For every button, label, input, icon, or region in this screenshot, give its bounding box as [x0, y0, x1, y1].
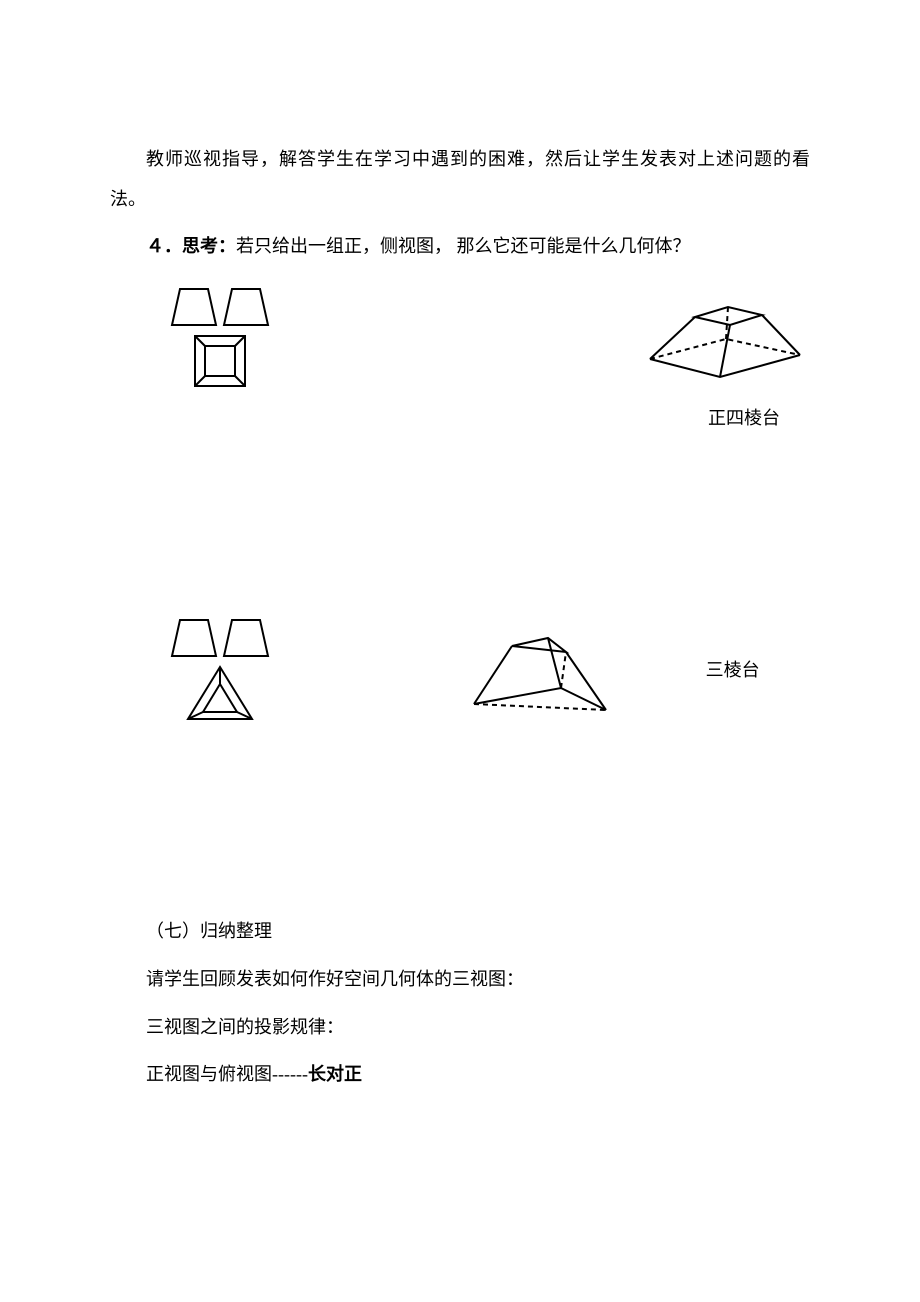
item-4: ４．思考：若只给出一组正，侧视图， 那么它还可能是什么几何体？ — [110, 227, 810, 267]
solid-tri-frustum-icon — [466, 626, 616, 716]
item-4-text: 若只给出一组正，侧视图， 那么它还可能是什么几何体？ — [236, 236, 691, 256]
solid-quad-frustum-icon — [640, 299, 810, 379]
rule-1-b: 长对正 — [308, 1064, 362, 1084]
caption-frustum3: 三棱台 — [706, 651, 760, 691]
para-7b: 三视图之间的投影规律： — [110, 1008, 810, 1048]
item-4-label: ４．思考： — [146, 236, 236, 256]
side-view-trapezoid2-icon — [222, 618, 270, 658]
rule-1-a: 正视图与俯视图------ — [146, 1064, 308, 1084]
side-view-trapezoid-icon — [222, 287, 270, 327]
para-7a: 请学生回顾发表如何作好空间几何体的三视图： — [110, 960, 810, 1000]
paragraph-intro: 教师巡视指导，解答学生在学习中遇到的困难，然后让学生发表对上述问题的看法。 — [110, 140, 810, 219]
views-block-1 — [170, 287, 270, 389]
front-view-trapezoid2-icon — [170, 618, 218, 658]
top-view-triangle-icon — [185, 664, 255, 722]
caption-frustum4: 正四棱台 — [110, 399, 810, 439]
section-7-heading: （七）归纳整理 — [110, 912, 810, 952]
views-block-2 — [170, 618, 270, 722]
rule-1: 正视图与俯视图------长对正 — [110, 1055, 810, 1095]
figure-row-2: 三棱台 — [170, 618, 810, 722]
figure-row-1 — [170, 287, 810, 389]
top-view-nested-squares-icon — [192, 333, 248, 389]
front-view-trapezoid-icon — [170, 287, 218, 327]
